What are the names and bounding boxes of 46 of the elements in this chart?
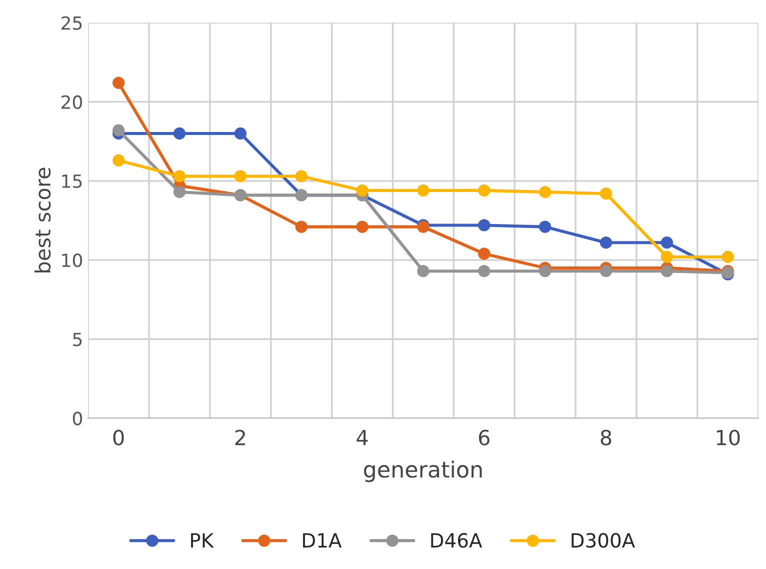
point bbox=[173, 170, 186, 182]
point bbox=[112, 76, 125, 89]
point bbox=[478, 265, 490, 278]
point bbox=[295, 220, 308, 233]
point bbox=[478, 248, 490, 260]
point bbox=[478, 184, 490, 197]
x-axis-title: generation bbox=[364, 460, 482, 482]
legend-label: D46A bbox=[431, 533, 482, 548]
point bbox=[356, 220, 368, 233]
y-tick-label: 0 bbox=[72, 412, 82, 426]
point bbox=[356, 184, 368, 197]
y-tick-label: 25 bbox=[62, 16, 82, 30]
y-tick-label: 15 bbox=[62, 174, 82, 188]
legend-label: D300A bbox=[572, 533, 636, 548]
point bbox=[234, 170, 246, 182]
point bbox=[660, 265, 674, 278]
y-tick-label: 5 bbox=[73, 332, 82, 346]
point bbox=[417, 184, 430, 197]
legend-label: PK bbox=[191, 533, 214, 548]
y-tick-label: 20 bbox=[62, 95, 82, 109]
x-tick-label: 0 bbox=[113, 430, 124, 446]
point bbox=[112, 154, 125, 166]
y-axis-title: best score bbox=[34, 168, 51, 272]
x-tick-label: 4 bbox=[356, 430, 368, 446]
point bbox=[600, 188, 612, 200]
point bbox=[539, 186, 552, 198]
x-tick-label: 10 bbox=[716, 430, 740, 446]
point bbox=[722, 250, 734, 263]
y-tick-label: 10 bbox=[62, 253, 82, 268]
point bbox=[478, 219, 490, 232]
point bbox=[600, 265, 612, 278]
point bbox=[173, 127, 186, 140]
point bbox=[173, 186, 186, 198]
point bbox=[660, 236, 674, 249]
point bbox=[539, 220, 552, 233]
point bbox=[112, 124, 125, 136]
x-tick-label: 8 bbox=[600, 430, 612, 446]
point bbox=[660, 250, 674, 263]
point bbox=[600, 236, 612, 249]
point bbox=[295, 170, 308, 182]
point bbox=[417, 265, 430, 278]
x-tick-label: 2 bbox=[235, 430, 245, 446]
legend-label: D1A bbox=[303, 533, 342, 548]
point bbox=[234, 127, 246, 140]
x-tick-label: 6 bbox=[478, 430, 490, 446]
point bbox=[539, 265, 552, 278]
